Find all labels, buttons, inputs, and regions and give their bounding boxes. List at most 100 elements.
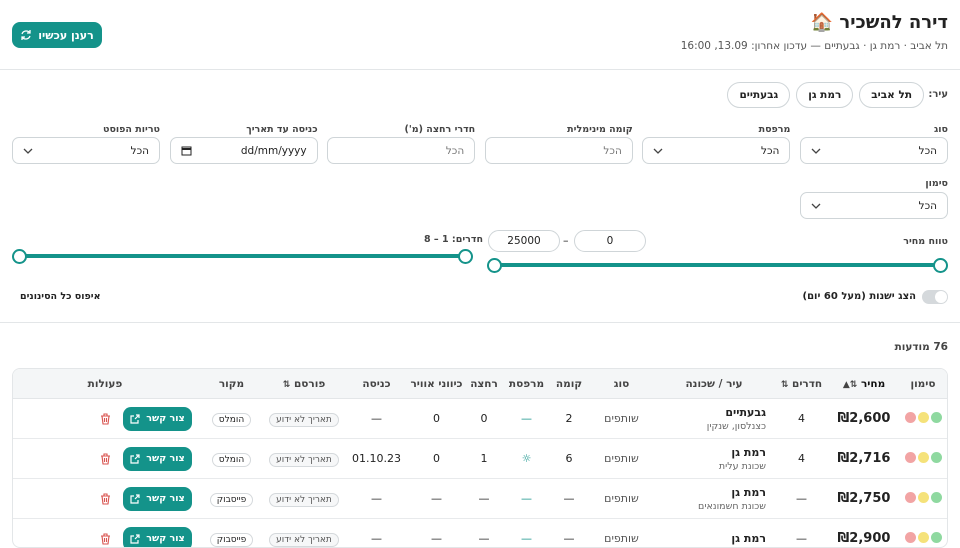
rooms-knob-min[interactable] xyxy=(12,249,27,264)
column-header: רחצה xyxy=(464,369,504,399)
mark-dot[interactable] xyxy=(918,532,929,543)
city-chip[interactable]: גבעתיים xyxy=(727,82,790,108)
field-input[interactable]: הכל xyxy=(12,137,160,164)
actions-wrap: צור קשר xyxy=(12,447,198,471)
contact-button[interactable]: צור קשר xyxy=(123,487,192,511)
mark-dot[interactable] xyxy=(918,492,929,503)
sort-icon: ⇅▲ xyxy=(843,380,857,390)
field-input[interactable]: הכל xyxy=(485,137,633,164)
mark-dot[interactable] xyxy=(918,452,929,463)
city-chip[interactable]: תל אביב xyxy=(859,82,924,108)
header: דירה להשכיר 🏠 תל אביב · רמת גן · גבעתיים… xyxy=(0,0,960,70)
mark-dot[interactable] xyxy=(931,532,942,543)
balcony: ☼ xyxy=(504,439,549,479)
neighborhood: שכונת חשמונאים xyxy=(655,501,766,512)
type: שותפים xyxy=(589,519,654,548)
reset-link[interactable]: איפוס כל הסינונים xyxy=(20,291,101,302)
column-header: כיווני אוויר xyxy=(409,369,464,399)
city: רמת גן xyxy=(655,486,766,499)
field-value: הכל xyxy=(446,145,464,157)
price: ₪2,750 xyxy=(829,479,899,519)
column-header: סימון xyxy=(899,369,947,399)
contact-button[interactable]: צור קשר xyxy=(123,447,192,471)
mark-dot[interactable] xyxy=(905,492,916,503)
entry: — xyxy=(344,399,409,439)
rooms-knob-max[interactable] xyxy=(458,249,473,264)
field-input[interactable]: dd/mm/yyyy xyxy=(170,137,318,164)
city-chip[interactable]: רמת גן xyxy=(796,82,853,108)
field-label: סוג xyxy=(934,124,948,135)
field-label: כניסה עד תאריך xyxy=(246,124,317,135)
mark-dot[interactable] xyxy=(918,412,929,423)
mark-select[interactable]: הכל xyxy=(800,192,948,219)
rooms: 4 xyxy=(774,439,829,479)
actions-wrap: צור קשר xyxy=(12,407,198,431)
external-icon xyxy=(130,454,140,464)
external-icon xyxy=(130,534,140,544)
mark-dot[interactable] xyxy=(931,412,942,423)
actions: צור קשר xyxy=(12,479,199,519)
field-label: טריות הפוסט xyxy=(103,124,160,135)
bath: 1 xyxy=(464,439,504,479)
city-label: עיר: xyxy=(928,89,948,100)
price-max[interactable]: 25000 xyxy=(488,230,560,252)
refresh-label: רענן עכשיו xyxy=(38,29,93,42)
chevron xyxy=(653,148,663,154)
mark-dot[interactable] xyxy=(931,452,942,463)
old-toggle[interactable] xyxy=(922,290,948,304)
header-text: קומה xyxy=(556,378,582,390)
mark-dot[interactable] xyxy=(905,412,916,423)
field-label: חדרי רחצה (מ') xyxy=(405,124,476,135)
source-cell: הומלס xyxy=(199,439,264,479)
balcony: — xyxy=(504,479,549,519)
contact-button[interactable]: צור קשר xyxy=(123,527,192,548)
delete-icon[interactable] xyxy=(100,453,111,465)
header-text: מרפסת xyxy=(509,378,544,390)
price: ₪2,716 xyxy=(829,439,899,479)
header-text: פורסם xyxy=(294,378,325,390)
mark-dot[interactable] xyxy=(905,532,916,543)
header-text: עיר / שכונה xyxy=(685,378,742,390)
price-track xyxy=(494,263,940,267)
city: רמת גן xyxy=(655,446,766,459)
field-input[interactable]: הכל xyxy=(327,137,475,164)
chevron xyxy=(811,148,821,154)
actions-wrap: צור קשר xyxy=(12,527,198,548)
sort-icon: ⇅ xyxy=(283,380,291,390)
column-header: קומה xyxy=(549,369,589,399)
price: ₪2,600 xyxy=(829,399,899,439)
field-input[interactable]: הכל xyxy=(800,137,948,164)
price-min[interactable]: 0 xyxy=(574,230,646,252)
contact-button[interactable]: צור קשר xyxy=(123,407,192,431)
mark-dot[interactable] xyxy=(931,492,942,503)
rooms: 4 xyxy=(774,399,829,439)
mark-dot[interactable] xyxy=(905,452,916,463)
column-header: עיר / שכונה xyxy=(654,369,774,399)
air: 0 xyxy=(409,399,464,439)
actions-wrap: צור קשר xyxy=(12,487,198,511)
price-sep: – xyxy=(563,234,569,247)
source: פייסבוק xyxy=(210,533,254,547)
delete-icon[interactable] xyxy=(100,493,111,505)
type: שותפים xyxy=(589,479,654,519)
mark-cell xyxy=(899,519,947,548)
refresh-button[interactable]: רענן עכשיו xyxy=(12,22,102,48)
delete-icon[interactable] xyxy=(100,413,111,425)
contact-label: צור קשר xyxy=(146,413,184,424)
source-cell: פייסבוק xyxy=(199,519,264,548)
title-text: דירה להשכיר xyxy=(839,12,948,33)
external-icon xyxy=(130,414,140,424)
price-knob-max[interactable] xyxy=(933,258,948,273)
delete-icon[interactable] xyxy=(100,533,111,545)
source: הומלס xyxy=(212,413,251,427)
price-knob-min[interactable] xyxy=(487,258,502,273)
field-value: הכל xyxy=(761,145,779,157)
column-header: סוג xyxy=(589,369,654,399)
rooms-track xyxy=(19,254,465,258)
source-cell: פייסבוק xyxy=(199,479,264,519)
field-input[interactable]: הכל xyxy=(642,137,790,164)
posted-cell: תאריך לא ידוע xyxy=(264,519,344,548)
